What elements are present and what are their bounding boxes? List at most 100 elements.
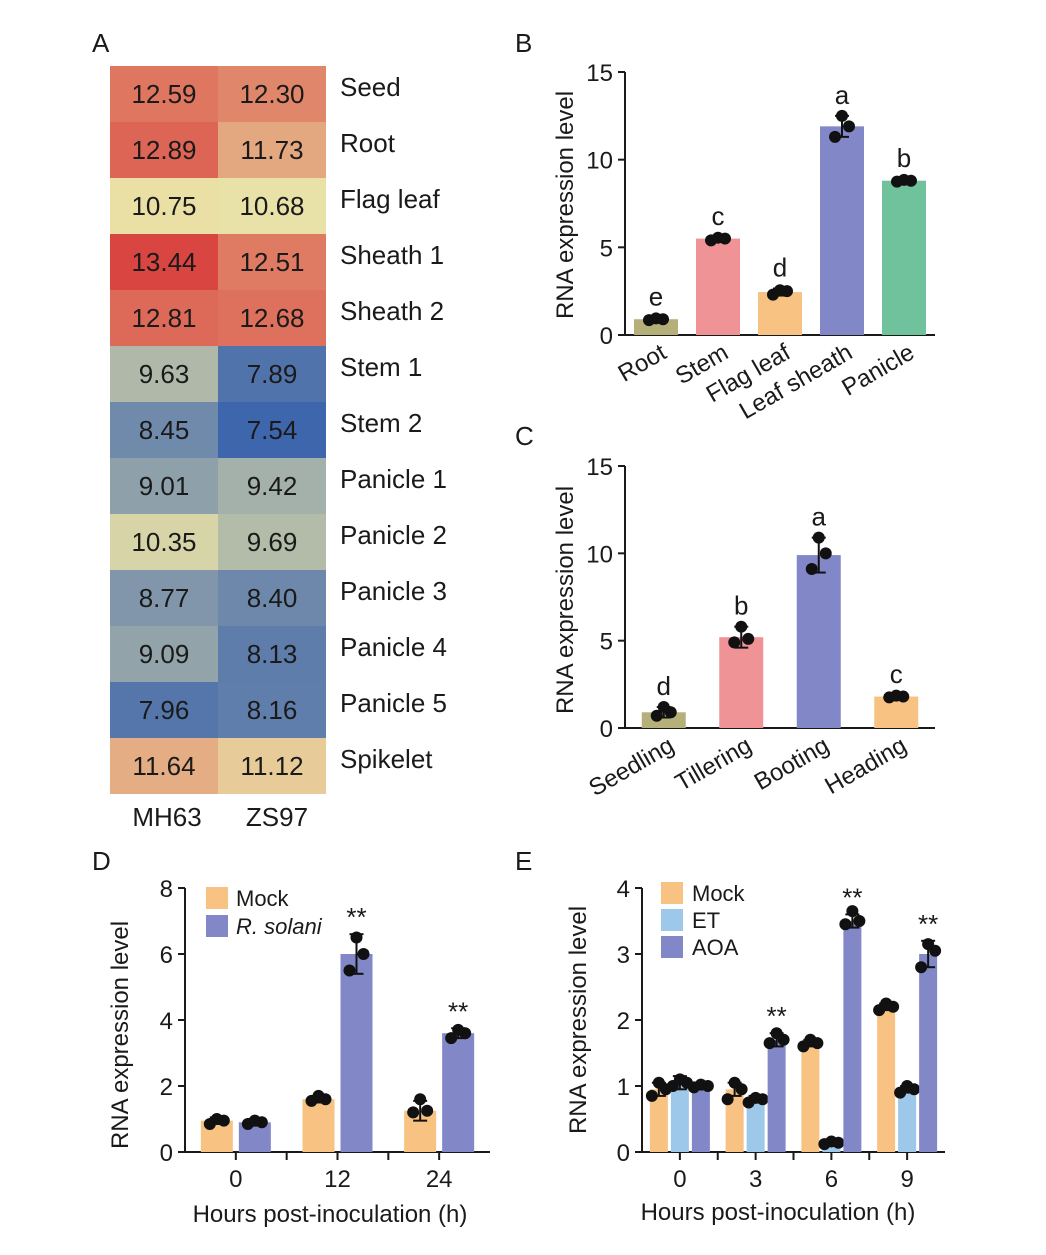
tissue-bar-chart: RNA expression level 051015eRootcStemdFl… [552,60,935,425]
y-axis-label: RNA expression level [552,486,579,714]
heatmap-cell [110,178,218,234]
heatmap-value: 9.63 [139,359,190,389]
heatmap-value: 11.73 [240,135,303,165]
bar [719,637,764,728]
heatmap-cell [218,626,326,682]
heatmap-cell [218,66,326,122]
x-tick-label: 0 [673,1166,686,1193]
heatmap-value: 7.54 [247,415,298,445]
y-tick-label: 5 [600,235,613,262]
significance-letter: a [835,80,850,110]
legend-label-aoa: AOA [692,935,739,960]
data-point [652,1076,665,1089]
data-point [657,701,670,714]
y-tick-label: 6 [160,942,173,969]
bar [746,1099,765,1152]
y-tick-label: 0 [600,716,613,743]
data-point [819,547,832,560]
data-point [915,961,928,974]
data-point [774,284,786,297]
y-axis-label: RNA expression level [107,921,134,1149]
data-point [712,231,724,244]
y-tick-label: 2 [160,1074,173,1101]
heatmap-cell [110,66,218,122]
data-point [812,531,825,544]
legend-swatch-rsolani [206,915,228,937]
heatmap-row-label: Spikelet [340,744,433,774]
heatmap-cell [110,402,218,458]
y-tick-label: 5 [600,629,613,656]
y-tick-label: 4 [160,1008,173,1035]
significance-letter: c [712,201,725,231]
panel-letter-b: B [515,28,532,58]
data-point [210,1113,223,1125]
data-point [248,1114,261,1127]
data-point [357,948,370,960]
heatmap-cell [218,402,326,458]
data-point [650,312,662,325]
data-point [890,689,903,702]
bar [670,1082,689,1152]
heatmap-value: 10.35 [131,527,196,557]
significance-marker: ** [767,1001,787,1031]
data-point [853,915,866,927]
x-tick-label: Booting [750,732,834,796]
heatmap-cell [110,738,218,794]
data-point [898,173,910,186]
significance-marker: ** [842,882,862,912]
significance-letter: a [812,502,827,532]
y-tick-label: 4 [617,876,630,903]
legend-label-et: ET [692,908,720,933]
heatmap-value: 12.68 [239,303,304,333]
data-point [805,563,818,576]
data-point [880,997,893,1010]
data-point [901,1080,914,1092]
data-point [839,918,852,931]
heatmap-cell [218,458,326,514]
x-tick-label: 3 [749,1166,762,1193]
bar [919,954,938,1152]
bar [898,1089,917,1152]
heatmap-value: 8.16 [247,695,298,725]
legend-label-rsolani: R. solani [236,914,323,939]
heatmap-value: 9.42 [247,471,298,501]
heatmap-cell [110,122,218,178]
data-point [836,109,848,122]
legend-label-mock: Mock [236,886,290,911]
heatmap-cell [218,738,326,794]
heatmap-cell [218,346,326,402]
heatmap-value: 8.13 [247,639,298,669]
data-point [825,1135,838,1148]
heatmap-value: 8.40 [247,583,298,613]
x-axis-label: Hours post-inoculation (h) [193,1201,468,1228]
bar [696,238,740,335]
significance-marker: ** [346,902,366,932]
panel-letter-e: E [515,846,532,876]
data-point [843,120,855,133]
significance-marker: ** [448,996,468,1026]
heatmap-value: 9.01 [139,471,190,501]
heatmap-cell [110,458,218,514]
y-tick-label: 10 [586,148,613,175]
x-axis-label: Hours post-inoculation (h) [641,1199,916,1226]
heatmap-row-label: Panicle 1 [340,464,447,494]
data-point [770,1027,783,1040]
y-tick-label: 0 [600,323,613,350]
data-point [694,1078,707,1091]
heatmap-value: 8.77 [139,583,190,613]
heatmap-cell [110,626,218,682]
heatmap-value: 12.51 [239,247,304,277]
data-point [421,1104,434,1117]
data-point [673,1073,686,1086]
heatmap-value: 13.44 [131,247,196,277]
heatmap-cell [110,514,218,570]
heatmap-cell [110,234,218,290]
legend-swatch-mock [206,887,228,909]
heatmap-cell [110,682,218,738]
data-point [445,1032,458,1045]
bar [877,1006,896,1152]
data-point [645,1089,658,1102]
data-point [350,931,363,944]
heatmap-row-label: Stem 2 [340,408,422,438]
